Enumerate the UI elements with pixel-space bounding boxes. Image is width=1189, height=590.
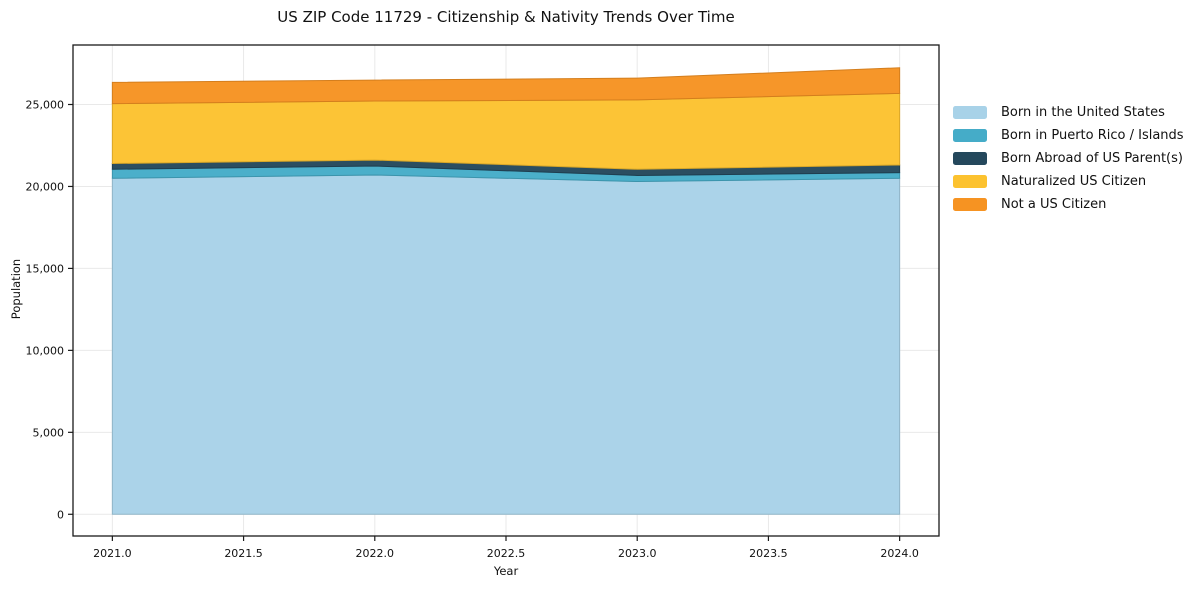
- legend-label: Born Abroad of US Parent(s): [1001, 151, 1183, 166]
- x-tick-label: 2021.0: [93, 547, 132, 560]
- legend-label: Born in Puerto Rico / Islands: [1001, 128, 1184, 143]
- area-series: [111, 67, 901, 105]
- x-tick-label: 2024.0: [880, 547, 919, 560]
- legend-swatch: [953, 198, 987, 211]
- legend-item: Born in the United States: [953, 105, 1184, 120]
- legend-label: Naturalized US Citizen: [1001, 174, 1147, 189]
- legend-swatch: [953, 175, 987, 188]
- area-series: [111, 174, 901, 515]
- x-tick-label: 2021.5: [224, 547, 263, 560]
- x-tick-label: 2023.0: [618, 547, 657, 560]
- y-tick-label: 15,000: [26, 262, 65, 275]
- y-tick-label: 5,000: [33, 426, 65, 439]
- legend-swatch: [953, 106, 987, 119]
- legend-swatch: [953, 129, 987, 142]
- y-axis-label: Population: [9, 258, 23, 320]
- x-tick-label: 2022.5: [487, 547, 526, 560]
- x-tick-label: 2023.5: [749, 547, 788, 560]
- legend-item: Born Abroad of US Parent(s): [953, 151, 1184, 166]
- legend-swatch: [953, 152, 987, 165]
- y-tick-label: 0: [57, 508, 64, 521]
- chart-title: US ZIP Code 11729 - Citizenship & Nativi…: [277, 8, 735, 26]
- y-tick-label: 25,000: [26, 99, 65, 112]
- legend-item: Naturalized US Citizen: [953, 174, 1184, 189]
- area-series: [111, 92, 901, 170]
- legend-label: Born in the United States: [1001, 105, 1165, 120]
- y-tick-label: 10,000: [26, 344, 65, 357]
- y-tick-label: 20,000: [26, 180, 65, 193]
- legend-item: Not a US Citizen: [953, 197, 1184, 212]
- x-tick-label: 2022.0: [356, 547, 395, 560]
- legend: Born in the United States Born in Puerto …: [953, 105, 1184, 212]
- x-axis-label: Year: [493, 564, 519, 578]
- legend-item: Born in Puerto Rico / Islands: [953, 128, 1184, 143]
- legend-label: Not a US Citizen: [1001, 197, 1107, 212]
